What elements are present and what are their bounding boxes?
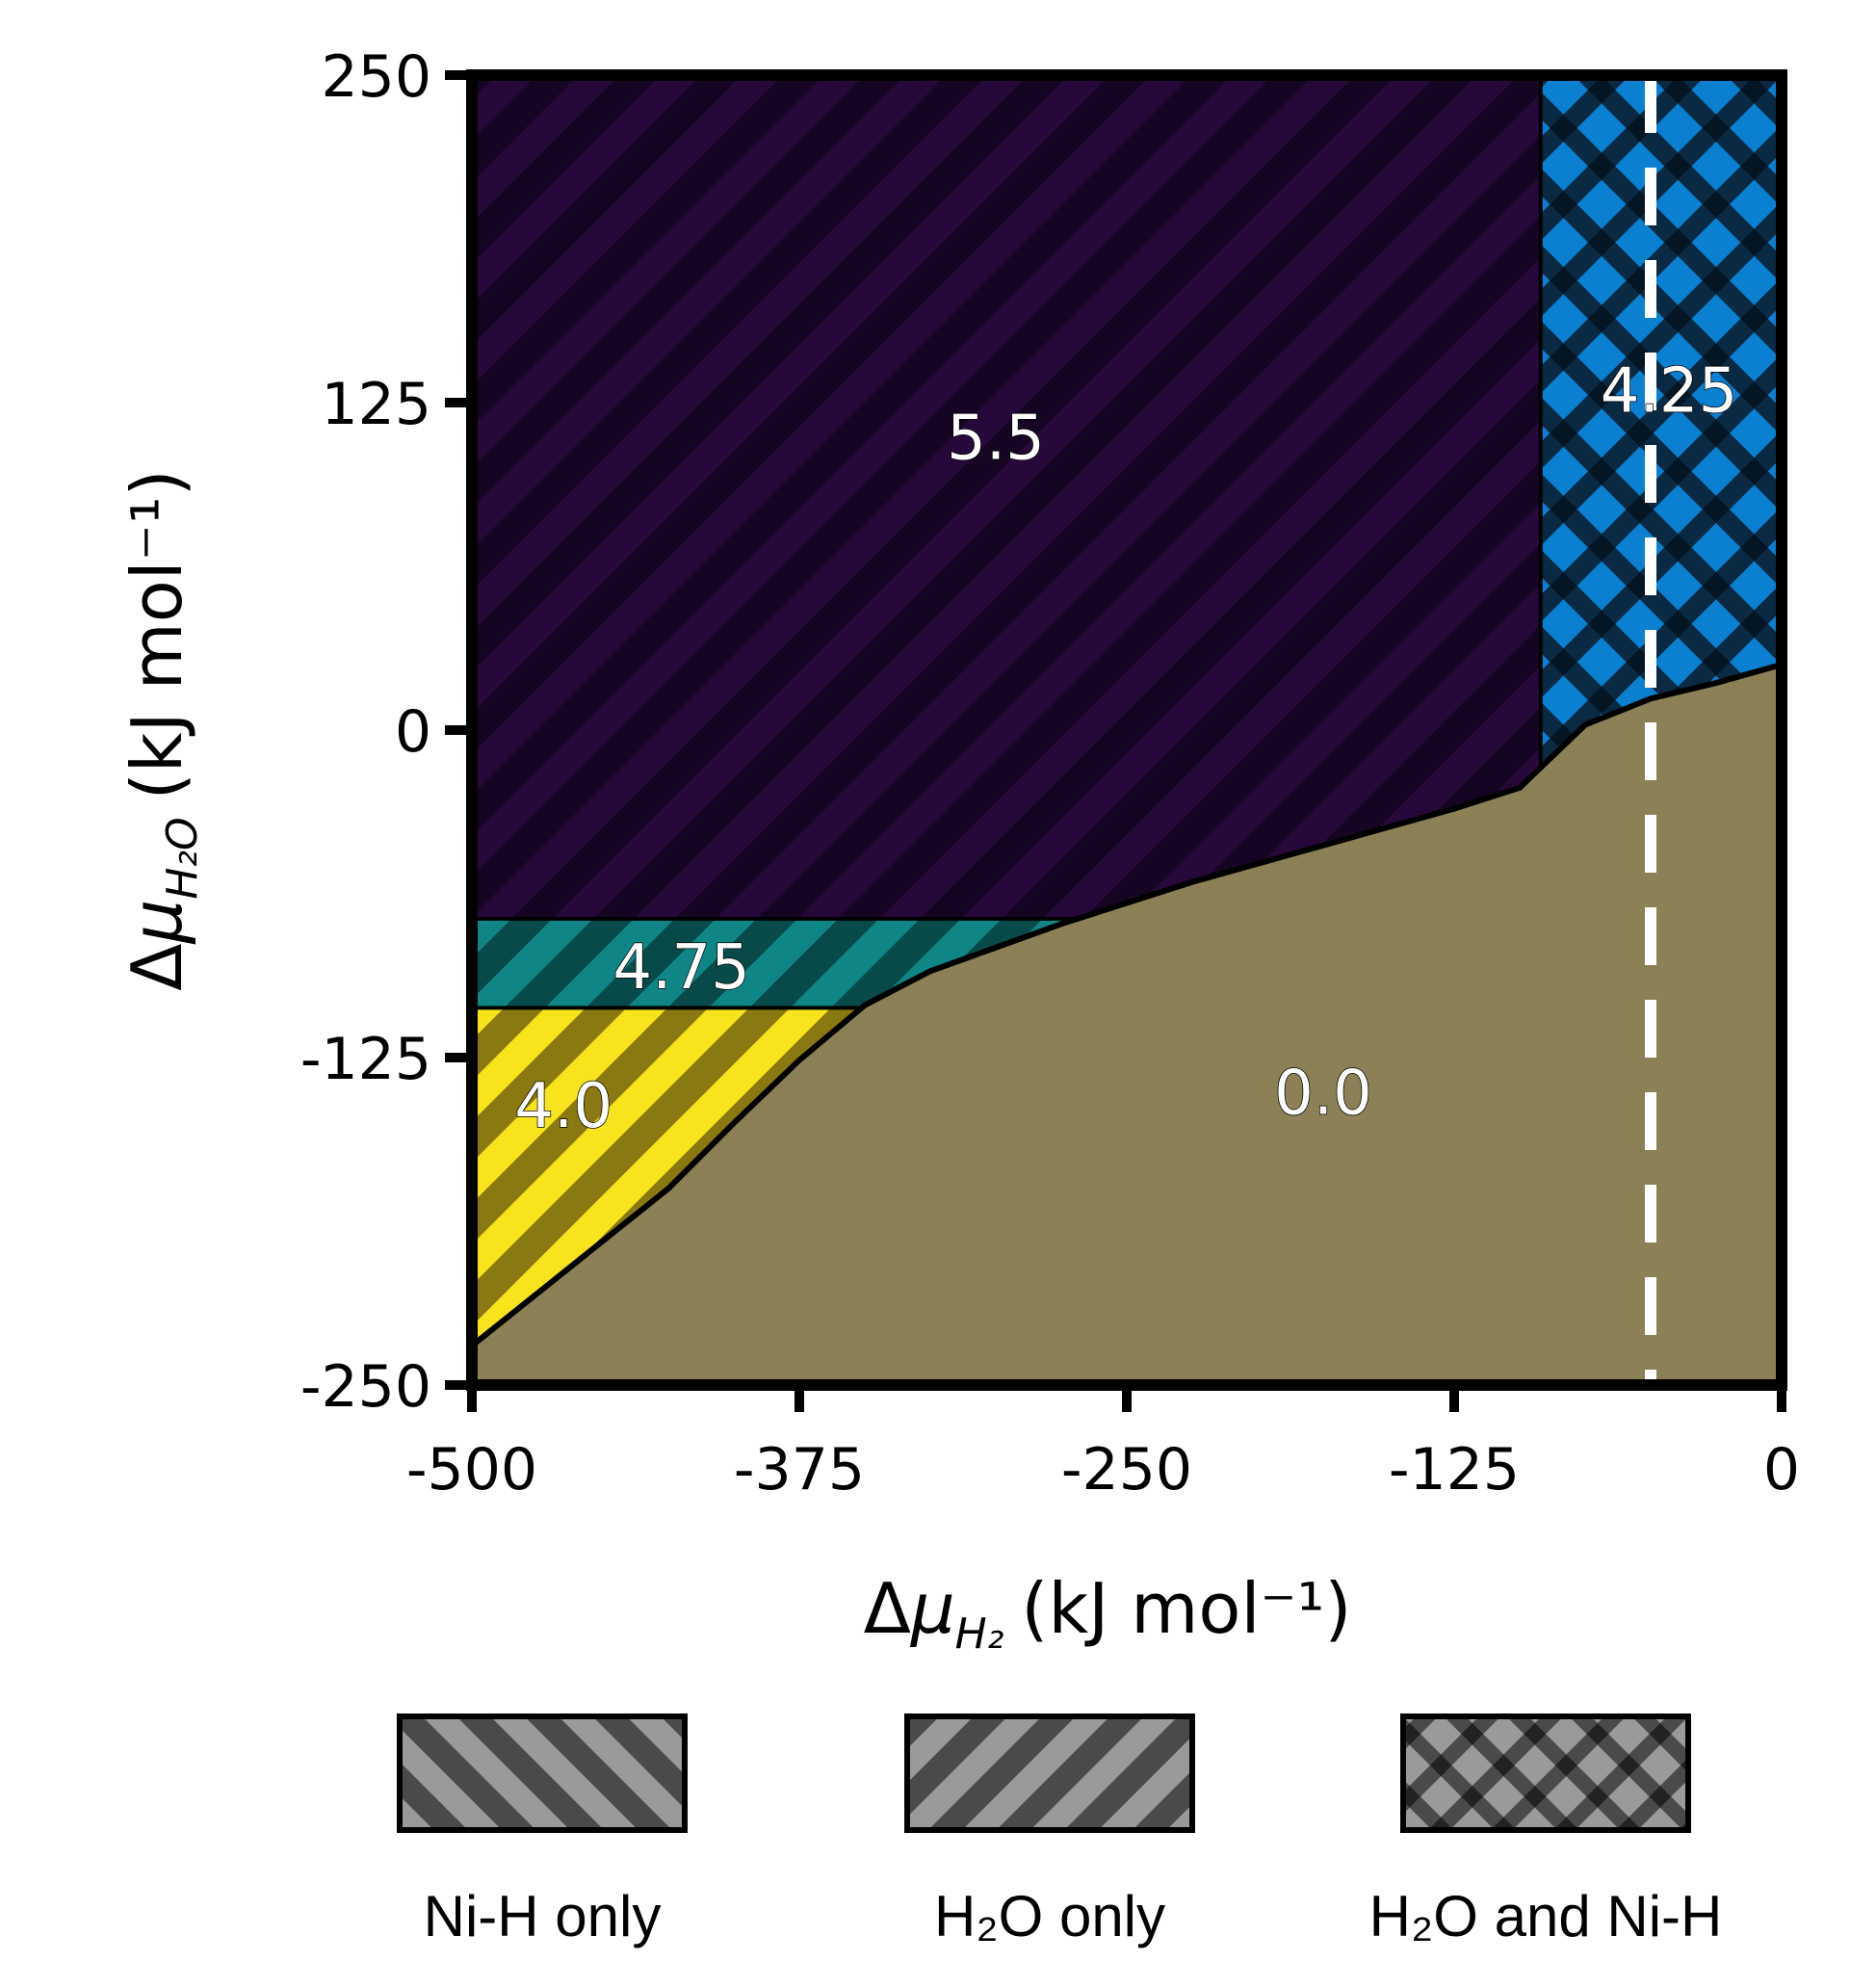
legend-label-h2o: H₂O only [934, 1884, 1165, 1949]
boundary-curve [472, 662, 1782, 1348]
legend-swatch-both [1400, 1713, 1691, 1833]
legend-label-ni-h: Ni-H only [424, 1884, 662, 1949]
y-tick-label: 250 [321, 43, 431, 111]
y-tick-label: -125 [300, 1026, 431, 1093]
y-tick-label: 125 [321, 371, 431, 438]
y-tick-label: 0 [395, 698, 431, 766]
region-label-4-0: 4.0 [514, 1071, 612, 1142]
region-labels: 5.5 4.25 4.754.0 0.0 [514, 355, 1738, 1143]
y-axis-title: ΔμH₂O(kJ mol⁻¹) [117, 469, 207, 991]
legend-label-both: H₂O and Ni-H [1369, 1884, 1723, 1949]
y-axis: -250 -125 0 125 250 [300, 43, 472, 1421]
x-tick-label: -125 [1389, 1436, 1520, 1504]
region-0-0 [472, 665, 1782, 1385]
x-tick-label: 0 [1763, 1436, 1800, 1504]
x-axis-title: ΔμH₂ (kJ mol⁻¹) [864, 1568, 1352, 1659]
legend-swatch-ni-h [397, 1713, 688, 1833]
region-label-0-0: 0.0 [1274, 1058, 1372, 1129]
x-tick-label: -500 [406, 1436, 537, 1504]
x-axis: -500 -375 -250 -125 0 [406, 1385, 1800, 1504]
x-tick-label: -250 [1061, 1436, 1192, 1504]
region-label-4-75: 4.75 [612, 932, 750, 1004]
y-tick-label: -250 [300, 1353, 431, 1421]
region-label-4-25: 4.25 [1601, 355, 1738, 427]
x-tick-label: -375 [734, 1436, 865, 1504]
plot-area [472, 75, 1782, 1385]
region-label-5-5: 5.5 [947, 403, 1045, 474]
legend: Ni-H only H₂O only H₂O and Ni-H [397, 1713, 1723, 1949]
legend-swatch-h2o [904, 1713, 1195, 1833]
